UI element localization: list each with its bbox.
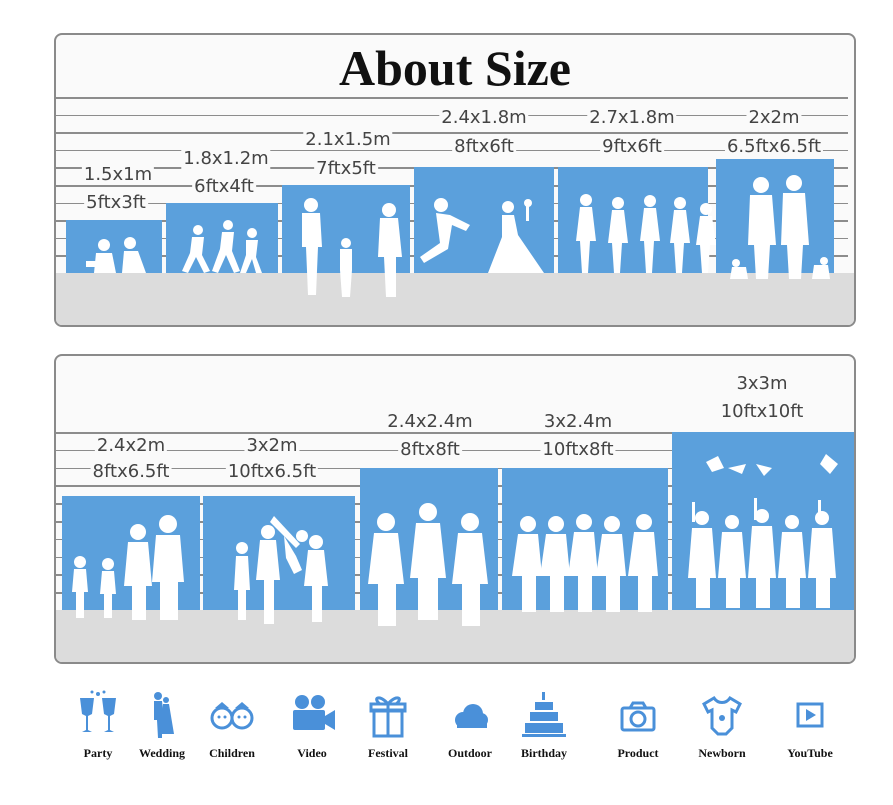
category-outdoor: Outdoor bbox=[430, 690, 510, 761]
size-label-imperial: 10ftx6.5ft bbox=[225, 461, 319, 482]
video-camera-icon bbox=[293, 695, 335, 730]
category-product: Product bbox=[598, 690, 678, 761]
silhouettes-row2 bbox=[72, 454, 838, 626]
cloud-icon bbox=[455, 704, 488, 728]
ruler-line bbox=[56, 97, 848, 99]
size-label-metric: 3x2m bbox=[244, 435, 300, 456]
size-chart-panel-bottom: 10987654321 bbox=[54, 354, 856, 664]
size-label-metric: 2.1x1.5m bbox=[303, 129, 393, 150]
size-label-metric: 1.8x1.2m bbox=[181, 148, 271, 169]
size-label-metric: 2x2m bbox=[746, 107, 802, 128]
size-label-metric: 2.4x2m bbox=[94, 435, 168, 456]
page-title: About Size bbox=[339, 40, 571, 96]
category-label: Product bbox=[617, 746, 659, 760]
category-label: Newborn bbox=[698, 746, 746, 760]
category-youtube: YouTube bbox=[770, 690, 850, 761]
category-label: Birthday bbox=[520, 746, 567, 760]
size-label-imperial: 10ftx8ft bbox=[540, 439, 616, 460]
category-label: Festival bbox=[368, 746, 408, 760]
backdrop-3x2m bbox=[203, 496, 355, 610]
category-label: Children bbox=[209, 746, 255, 760]
size-label-imperial: 10ftx10ft bbox=[718, 401, 806, 422]
ruler-line bbox=[56, 132, 848, 134]
category-label: Wedding bbox=[138, 746, 186, 760]
size-label-imperial: 8ftx6ft bbox=[452, 136, 516, 157]
ruler-line bbox=[56, 449, 676, 452]
category-newborn: Newborn bbox=[682, 690, 762, 761]
category-children: Children bbox=[192, 690, 272, 761]
camera-icon bbox=[620, 701, 656, 732]
ruler-line bbox=[56, 432, 676, 434]
children-icon bbox=[210, 702, 254, 730]
play-icon bbox=[796, 702, 824, 728]
category-wedding: Wedding bbox=[122, 690, 202, 761]
onesie-icon bbox=[702, 695, 742, 736]
category-party: Party bbox=[58, 690, 138, 761]
size-label-imperial: 7ftx5ft bbox=[314, 158, 378, 179]
size-label-imperial: 9ftx6ft bbox=[600, 136, 664, 157]
category-festival: Festival bbox=[348, 690, 428, 761]
gift-icon bbox=[369, 696, 407, 738]
size-label-imperial: 5ftx3ft bbox=[84, 192, 148, 213]
category-video: Video bbox=[272, 690, 352, 761]
backdrop-2x2m bbox=[716, 159, 834, 273]
size-label-metric: 3x2.4m bbox=[541, 411, 615, 432]
size-label-imperial: 6ftx4ft bbox=[192, 176, 256, 197]
size-chart-panel-top: About Size 10987654321 bbox=[54, 33, 856, 327]
wedding-couple-icon bbox=[154, 692, 174, 738]
size-label-metric: 2.7x1.8m bbox=[587, 107, 677, 128]
size-label-imperial: 8ftx6.5ft bbox=[90, 461, 172, 482]
floor bbox=[56, 273, 854, 325]
category-label: Outdoor bbox=[447, 746, 492, 760]
size-label-metric: 3x3m bbox=[734, 373, 790, 394]
silhouettes-row1 bbox=[86, 175, 830, 297]
category-label: Video bbox=[297, 746, 327, 760]
floor bbox=[56, 610, 854, 662]
category-label: YouTube bbox=[787, 746, 833, 760]
size-label-metric: 2.4x1.8m bbox=[439, 107, 529, 128]
category-birthday: Birthday bbox=[504, 690, 584, 761]
ruler-line bbox=[56, 149, 848, 152]
toast-icon bbox=[80, 690, 116, 732]
size-label-imperial: 8ftx8ft bbox=[398, 439, 462, 460]
cake-icon bbox=[522, 692, 566, 737]
size-label-metric: 1.5x1m bbox=[81, 164, 155, 185]
size-label-imperial: 6.5ftx6.5ft bbox=[724, 136, 824, 157]
size-label-metric: 2.4x2.4m bbox=[385, 411, 475, 432]
category-icons-row: Party Wedding Children Video Festival Ou… bbox=[60, 690, 850, 780]
category-label: Party bbox=[83, 746, 113, 760]
